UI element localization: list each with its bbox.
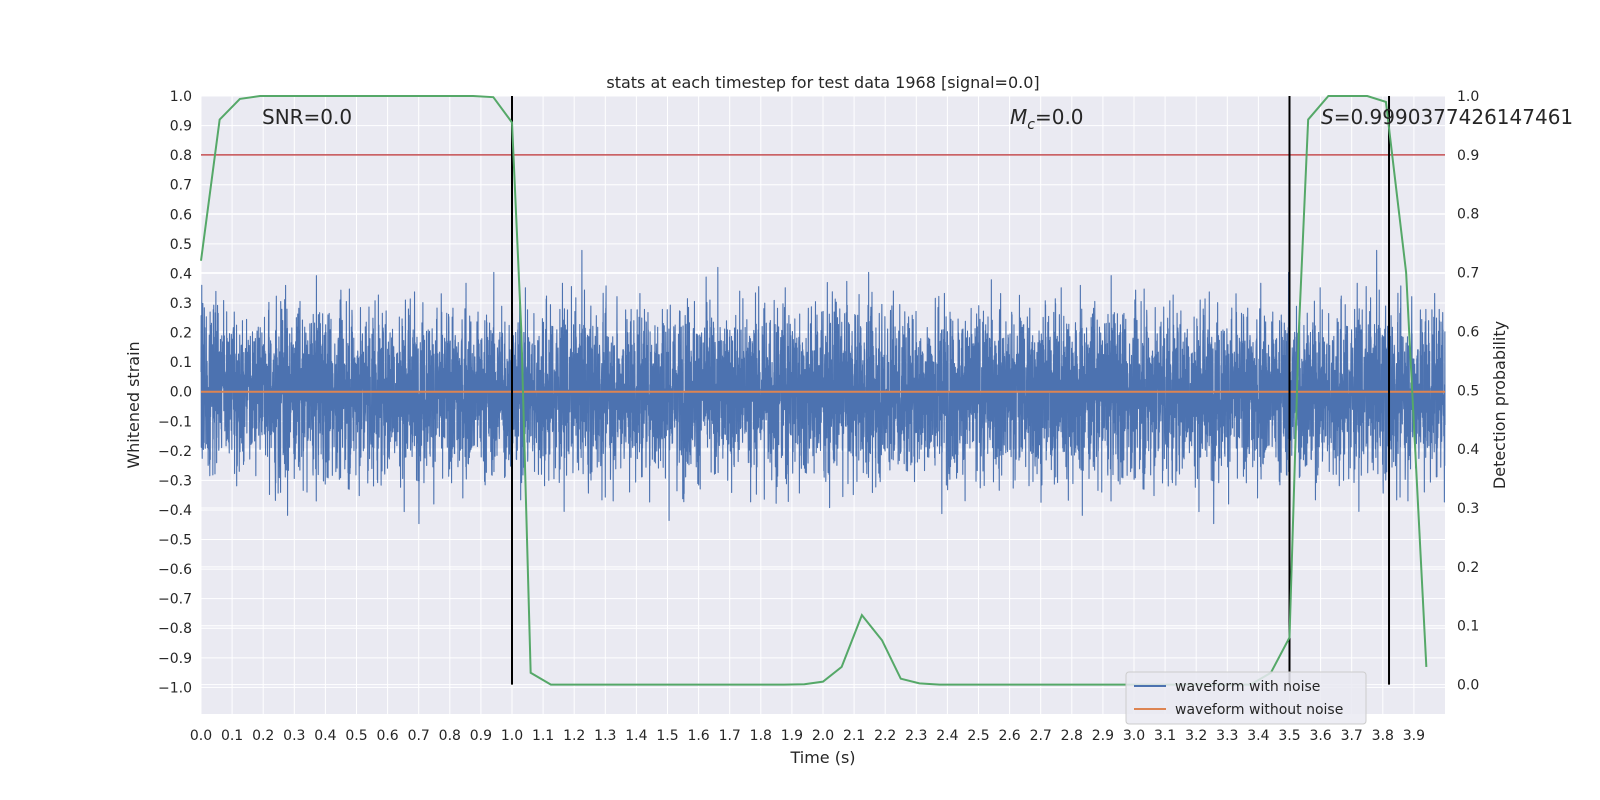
x-tick-label: 3.3 (1216, 728, 1238, 744)
x-tick-label: 2.1 (843, 728, 865, 744)
snr-annotation: SNR=0.0 (262, 105, 352, 129)
chirp-mass-annotation: Mc=0.0 (1010, 105, 1084, 133)
x-tick-label: 1.4 (625, 728, 647, 744)
x-tick-label: 3.4 (1247, 728, 1269, 744)
x-tick-label: 0.2 (252, 728, 274, 744)
x-tick-label: 2.7 (1030, 728, 1052, 744)
x-axis-label: Time (s) (789, 748, 855, 767)
y2-tick-label: 0.5 (1457, 383, 1479, 399)
y-tick-label: −0.5 (158, 533, 192, 549)
legend: waveform with noise waveform without noi… (1125, 671, 1367, 725)
x-tick-label: 0.4 (314, 728, 336, 744)
x-tick-label: 1.0 (501, 728, 523, 744)
x-tick-label: 1.5 (656, 728, 678, 744)
x-tick-label: 2.9 (1092, 728, 1114, 744)
x-tick-label: 0.9 (470, 728, 492, 744)
y-tick-label: −0.8 (158, 621, 192, 637)
y-tick-label: −0.6 (158, 562, 192, 578)
y-tick-label: 0.6 (170, 207, 192, 223)
x-tick-label: 2.2 (874, 728, 896, 744)
x-tick-label: 3.6 (1309, 728, 1331, 744)
y-tick-label: 0.1 (170, 355, 192, 371)
y2-tick-label: 1.0 (1457, 89, 1479, 105)
legend-label-clean: waveform without noise (1175, 702, 1343, 718)
y2-tick-label: 0.2 (1457, 560, 1479, 576)
x-tick-label: 0.5 (345, 728, 367, 744)
x-tick-label: 2.0 (812, 728, 834, 744)
y2-tick-label: 0.9 (1457, 148, 1479, 164)
x-tick-label: 2.5 (967, 728, 989, 744)
x-tick-label: 0.7 (408, 728, 430, 744)
x-tick-label: 1.9 (781, 728, 803, 744)
x-tick-label: 3.9 (1403, 728, 1425, 744)
x-tick-label: 0.3 (283, 728, 305, 744)
y-tick-label: −0.9 (158, 651, 192, 667)
y2-tick-label: 0.7 (1457, 266, 1479, 282)
y2-tick-label: 0.0 (1457, 678, 1479, 694)
y-tick-label: 0.5 (170, 237, 192, 253)
y2-tick-label: 0.8 (1457, 207, 1479, 223)
y-tick-label: −0.3 (158, 473, 192, 489)
x-tick-labels: 0.0 0.1 0.2 0.3 0.4 0.5 0.6 0.7 0.8 0.9 1.0 1.1 1.2 1… (190, 728, 1425, 744)
y-tick-label: 0.8 (170, 148, 192, 164)
legend-box (1125, 671, 1367, 725)
y-tick-labels: 1.0 0.9 0.8 0.7 0.6 0.5 0.4 0.3 0.2 0.1 0.0 −0.1 −0.… (158, 89, 192, 696)
y-tick-label: 0.2 (170, 326, 192, 342)
series-detection-probability (200, 95, 1428, 686)
x-tick-label: 1.6 (687, 728, 709, 744)
y-tick-label: 1.0 (170, 89, 192, 105)
x-tick-label: 3.0 (1123, 728, 1145, 744)
y-axis-label: Whitened strain (124, 341, 143, 468)
y2-tick-label: 0.6 (1457, 324, 1479, 340)
x-tick-label: 2.8 (1061, 728, 1083, 744)
y2-tick-label: 0.3 (1457, 501, 1479, 517)
x-tick-label: 3.5 (1278, 728, 1300, 744)
y-tick-label: −0.4 (158, 503, 192, 519)
vertical-markers (511, 96, 1391, 685)
x-tick-label: 1.3 (594, 728, 616, 744)
y-tick-label: 0.7 (170, 178, 192, 194)
y-tick-label: −0.7 (158, 592, 192, 608)
y2-tick-label: 0.1 (1457, 619, 1479, 635)
y2-tick-labels: 1.0 0.9 0.8 0.7 0.6 0.5 0.4 0.3 0.2 0.1 0.0 (1457, 89, 1479, 694)
score-annotation: S=0.9990377426147461 (1321, 105, 1573, 129)
x-tick-label: 3.8 (1372, 728, 1394, 744)
x-tick-label: 2.4 (936, 728, 958, 744)
chart-title: stats at each timestep for test data 196… (606, 73, 1039, 92)
legend-label-noise: waveform with noise (1175, 679, 1320, 695)
y-tick-label: 0.9 (170, 119, 192, 135)
y-tick-label: 0.0 (170, 385, 192, 401)
x-tick-label: 3.2 (1185, 728, 1207, 744)
y-tick-label: 0.4 (170, 266, 192, 282)
x-tick-label: 1.7 (719, 728, 741, 744)
x-tick-label: 3.7 (1341, 728, 1363, 744)
y-tick-label: −0.1 (158, 414, 192, 430)
x-tick-label: 3.1 (1154, 728, 1176, 744)
y-tick-label: 0.3 (170, 296, 192, 312)
x-tick-label: 1.2 (563, 728, 585, 744)
y-tick-label: −1.0 (158, 680, 192, 696)
series-waveform-with-noise (200, 249, 1446, 525)
y-tick-label: −0.2 (158, 444, 192, 460)
x-tick-label: 0.6 (376, 728, 398, 744)
x-tick-label: 2.6 (998, 728, 1020, 744)
x-tick-label: 0.8 (439, 728, 461, 744)
x-tick-label: 1.8 (750, 728, 772, 744)
x-tick-label: 1.1 (532, 728, 554, 744)
x-tick-label: 0.0 (190, 728, 212, 744)
y2-tick-label: 0.4 (1457, 442, 1479, 458)
y2-axis-label: Detection probability (1490, 321, 1509, 489)
x-tick-label: 2.3 (905, 728, 927, 744)
x-tick-label: 0.1 (221, 728, 243, 744)
noise-waveform-line (200, 249, 1446, 525)
probability-line (200, 95, 1428, 686)
